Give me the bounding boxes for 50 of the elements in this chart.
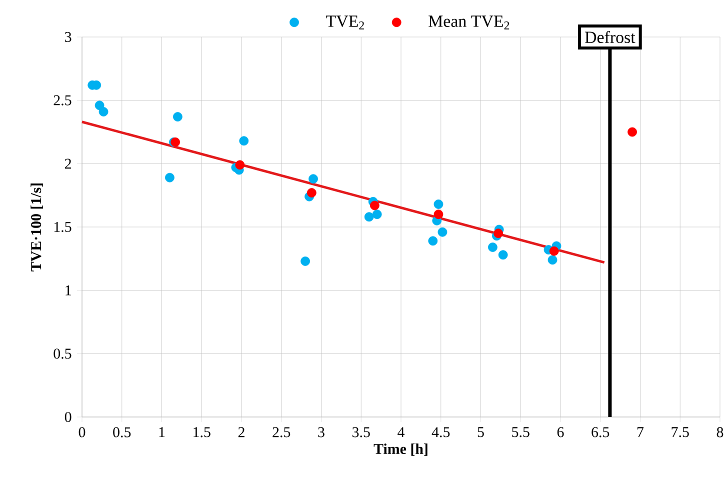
x-tick-label: 5 bbox=[478, 427, 484, 438]
point bbox=[434, 200, 444, 209]
y-tick-label: 1 bbox=[66, 285, 71, 296]
x-axis-title: Time [h] bbox=[374, 444, 428, 456]
y-tick-label: 1.5 bbox=[54, 222, 72, 232]
x-tick-label: 3 bbox=[318, 427, 324, 438]
point bbox=[370, 200, 380, 210]
point bbox=[173, 112, 182, 122]
x-tick-label: 0 bbox=[78, 427, 86, 438]
point bbox=[308, 174, 318, 184]
ref-line-label: Defrost bbox=[585, 30, 636, 44]
point bbox=[239, 136, 249, 146]
x-tick-label: 8 bbox=[716, 427, 724, 438]
x-tick-label: 4 bbox=[398, 427, 404, 438]
point bbox=[300, 256, 310, 266]
point bbox=[235, 160, 245, 170]
x-tick-label: 3.5 bbox=[352, 427, 370, 438]
x-tick-label: 6.5 bbox=[592, 427, 610, 438]
point bbox=[306, 188, 316, 198]
x-tick-label: 0.5 bbox=[113, 427, 131, 438]
x-tick-label: 2 bbox=[238, 427, 244, 438]
y-tick-label: 3 bbox=[65, 32, 72, 42]
point bbox=[364, 212, 374, 222]
x-tick-label: 7.5 bbox=[672, 427, 689, 438]
x-tick-label: 2.5 bbox=[272, 427, 290, 438]
x-tick-label: 5.5 bbox=[512, 427, 530, 438]
point bbox=[494, 228, 503, 238]
legend-label: TVE$_{2}$ bbox=[326, 16, 364, 30]
point bbox=[438, 227, 448, 237]
point bbox=[428, 236, 438, 246]
x-tick-label: 1 bbox=[159, 427, 165, 438]
legend-label: Mean TVE$_{2}$ bbox=[428, 16, 510, 30]
y-axis-title: TVE·100 [1/s] bbox=[30, 184, 43, 272]
y-tick-label: 2.5 bbox=[54, 95, 72, 106]
y-tick-label: 0.5 bbox=[54, 348, 72, 359]
x-tick-label: 1.5 bbox=[194, 427, 210, 438]
point bbox=[498, 250, 508, 260]
point bbox=[372, 210, 382, 220]
point bbox=[488, 242, 498, 252]
x-tick-label: 6 bbox=[557, 427, 564, 438]
point bbox=[549, 246, 559, 256]
point bbox=[548, 255, 558, 265]
point bbox=[434, 210, 444, 220]
point bbox=[628, 127, 637, 137]
point bbox=[165, 172, 174, 182]
x-tick-label: 7 bbox=[637, 427, 644, 437]
y-tick-label: 0 bbox=[64, 412, 72, 422]
point bbox=[98, 107, 108, 116]
x-tick-label: 4.5 bbox=[432, 427, 450, 438]
y-tick-label: 2 bbox=[65, 158, 71, 169]
